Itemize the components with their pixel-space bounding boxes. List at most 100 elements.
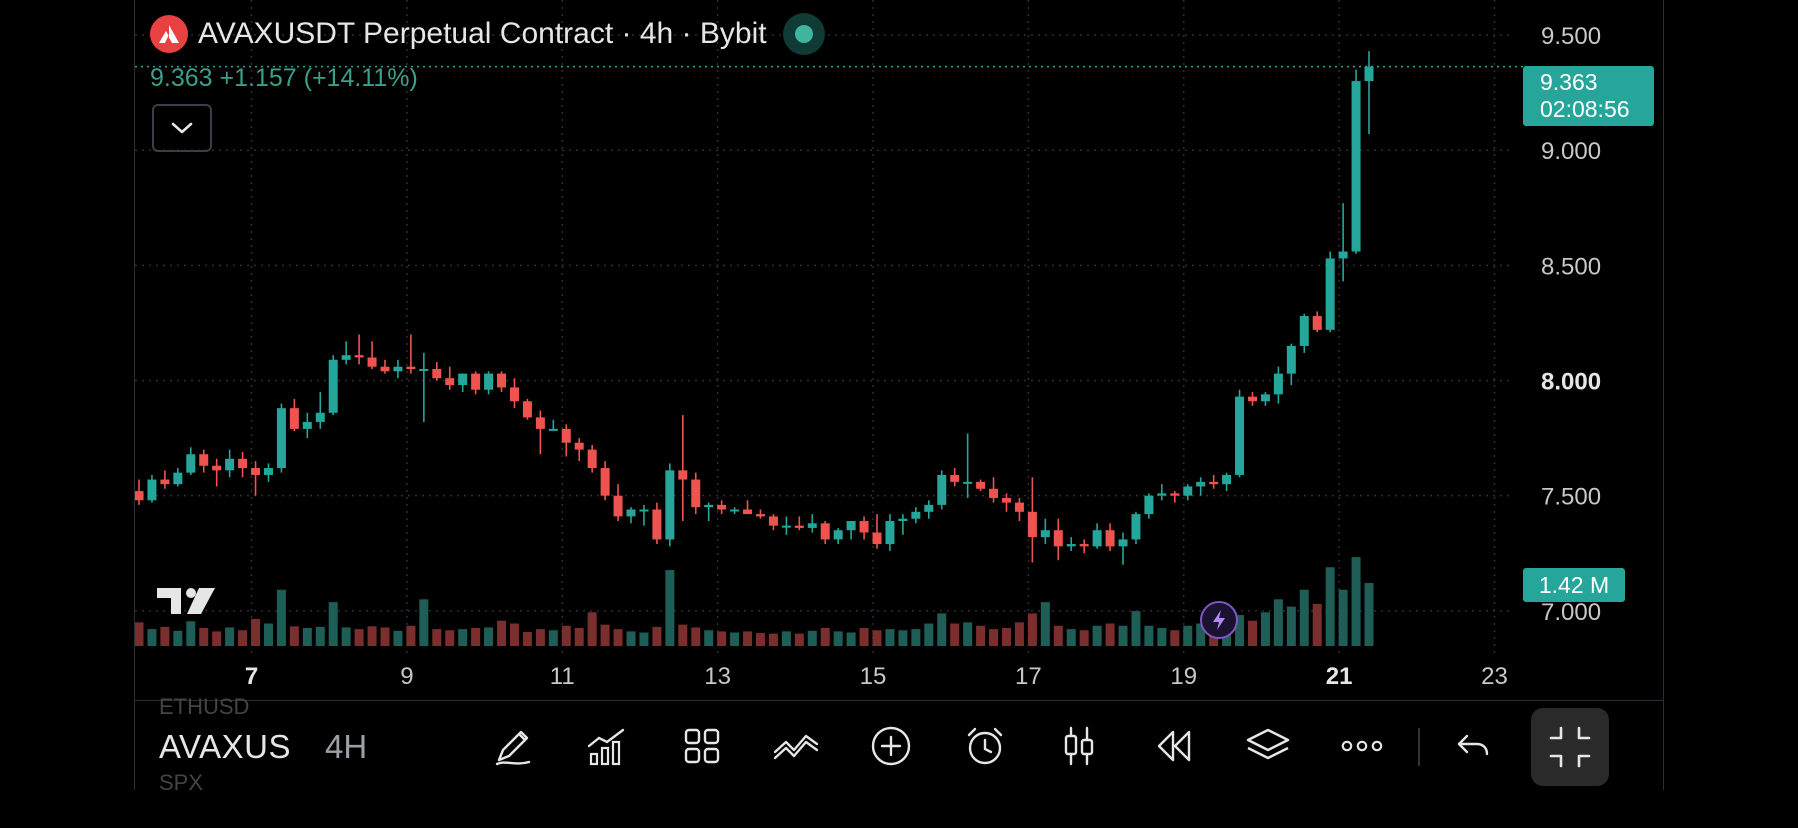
candle-body (263, 468, 273, 475)
x-axis[interactable]: 7 9 11 13 15 17 19 21 23 (245, 663, 1508, 690)
candle-body (833, 530, 843, 540)
y-tick-label: 8.000 (1541, 369, 1601, 396)
chevron-down-icon (171, 122, 193, 134)
candle-body (937, 474, 947, 505)
candle-body (1066, 544, 1076, 547)
volume-bar (833, 631, 843, 646)
candle-body (1209, 481, 1219, 485)
volume-bar (315, 626, 325, 646)
last-price-change: 9.363 +1.157 (+14.11%) (150, 64, 418, 92)
candle-body (380, 366, 390, 372)
volume-bar (730, 632, 740, 646)
draw-icon[interactable] (487, 720, 539, 772)
volume-bar (1325, 567, 1335, 646)
volume-bar (1131, 611, 1141, 646)
volume-bar (186, 621, 196, 646)
candle-body (199, 454, 209, 466)
candle-body (717, 504, 727, 510)
indicators-icon[interactable] (581, 720, 633, 772)
candle-body (911, 511, 921, 519)
volume-bar (522, 631, 532, 646)
volume-bar (678, 624, 688, 646)
y-axis[interactable]: 9.500 9.000 8.500 8.000 7.500 7.000 (1541, 23, 1601, 626)
candle-body (1325, 258, 1335, 330)
live-dot (794, 25, 813, 43)
candle-body (315, 412, 325, 422)
volume-bar (704, 630, 714, 646)
volume-bar (1260, 612, 1270, 646)
symbol-selector[interactable]: AVAXUS (159, 728, 291, 765)
add-icon[interactable] (865, 720, 917, 772)
volume-bars (134, 557, 1374, 646)
volume-bar (406, 625, 416, 646)
volume-bar (717, 631, 727, 646)
interval-selector[interactable]: 4H (325, 728, 368, 765)
candle-body (276, 408, 286, 469)
candle-body (1196, 481, 1206, 487)
volume-bar (937, 613, 947, 646)
more-icon[interactable] (1336, 720, 1388, 772)
candles (134, 51, 1374, 565)
volume-bar (1001, 628, 1011, 646)
volume-bar (354, 629, 364, 646)
candle-body (820, 523, 830, 540)
volume-bar (963, 622, 973, 646)
volume-bar (225, 627, 235, 646)
volume-bar (807, 630, 817, 646)
legend-collapse-button[interactable] (152, 104, 212, 152)
candle-body (212, 465, 222, 471)
candle-body (678, 470, 688, 480)
exit-fullscreen-button[interactable] (1531, 708, 1609, 786)
volume-bar (212, 631, 222, 646)
candle-body (600, 468, 610, 496)
volume-bar (846, 632, 856, 646)
candle-body (548, 428, 558, 431)
x-tick-label: 13 (704, 663, 731, 690)
price-tag-value: 9.363 (1540, 69, 1598, 95)
volume-bar (548, 630, 558, 646)
alert-clock-icon[interactable] (959, 720, 1011, 772)
layers-icon[interactable] (1242, 720, 1294, 772)
volume-bar (1118, 625, 1128, 646)
candle-body (898, 518, 908, 522)
volume-bar (820, 628, 830, 646)
candle-body (484, 373, 494, 390)
volume-bar (1196, 623, 1206, 646)
candle-body (950, 474, 960, 482)
candle-body (768, 516, 778, 526)
volume-bar (199, 628, 209, 646)
volume-bar (445, 630, 455, 646)
candle-body (1235, 396, 1245, 475)
x-tick-label: 7 (245, 663, 258, 690)
layout-grid-icon[interactable] (676, 720, 728, 772)
candle-body (186, 454, 196, 473)
candle-body (328, 359, 338, 413)
volume-bar (794, 633, 804, 646)
volume-bar (1299, 589, 1309, 646)
candle-body (1260, 394, 1270, 402)
candle-body (367, 357, 377, 367)
volume-bar (393, 630, 403, 646)
replay-icon[interactable] (1147, 720, 1199, 772)
volume-bar (289, 626, 299, 646)
candle-body (652, 509, 662, 540)
trend-lines-icon[interactable] (770, 720, 822, 772)
volume-bar (1364, 583, 1374, 646)
lightning-icon[interactable] (1200, 601, 1238, 639)
toolbar-separator (1418, 728, 1420, 766)
candle-body (1170, 493, 1180, 496)
volume-bar (976, 625, 986, 646)
candle-body (419, 369, 429, 372)
candle-body (1092, 530, 1102, 547)
candle-body (1014, 502, 1024, 512)
volume-bar (989, 629, 999, 646)
candle-type-icon[interactable] (1053, 720, 1105, 772)
candle-body (807, 523, 817, 528)
symbol-title[interactable]: AVAXUSDT Perpetual Contract · 4h · Bybit (198, 17, 767, 50)
volume-bar (768, 633, 778, 646)
candle-body (1157, 493, 1167, 496)
undo-icon[interactable] (1447, 720, 1499, 772)
candle-body (1247, 396, 1257, 402)
market-status-icon[interactable] (782, 13, 825, 55)
